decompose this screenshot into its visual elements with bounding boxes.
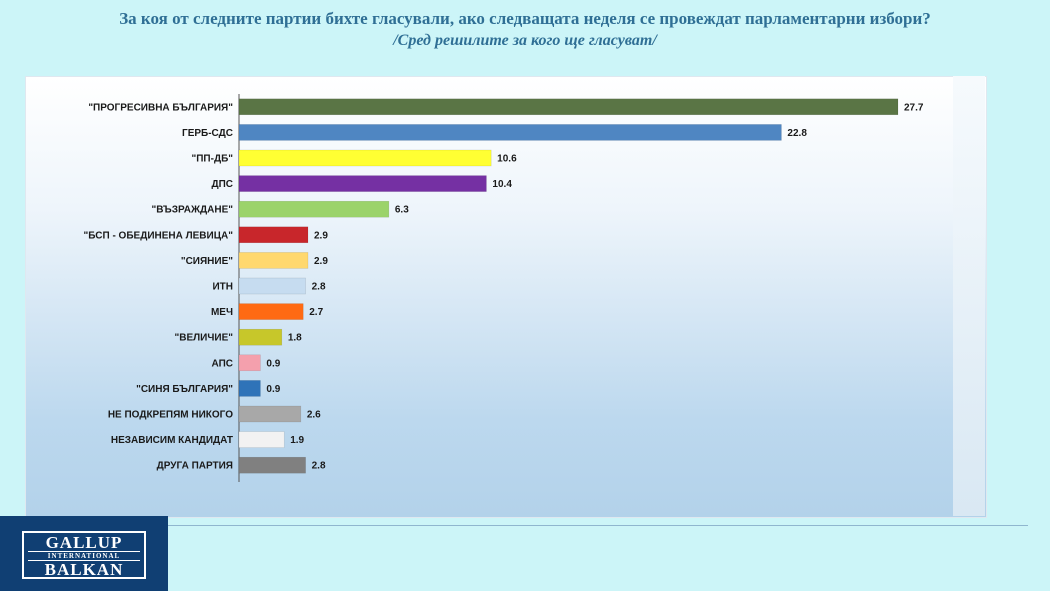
data-label: 6.3: [395, 205, 409, 216]
category-label: "ВЪЗРАЖДАНЕ": [152, 205, 234, 216]
bar: [238, 328, 283, 346]
bar: [238, 380, 261, 397]
data-label: 22.8: [787, 128, 807, 139]
bar: [238, 405, 302, 423]
panel-edge: [953, 76, 985, 516]
category-label: "ВЕЛИЧИЕ": [175, 333, 234, 344]
category-label: "БСП - ОБЕДИНЕНА ЛЕВИЦА": [83, 230, 233, 241]
data-label: 2.9: [314, 256, 328, 267]
category-label: ДПС: [211, 179, 233, 190]
category-label: ГЕРБ-СДС: [182, 128, 233, 139]
bar: [238, 277, 306, 295]
bar: [238, 200, 390, 218]
data-label: 10.4: [492, 179, 512, 190]
category-label: "ПП-ДБ": [192, 154, 234, 165]
data-label: 2.6: [307, 410, 321, 421]
chart-subtitle: /Сред решилите за кого ще гласуват/: [393, 32, 657, 49]
logo-text-balkan: BALKAN: [44, 560, 124, 579]
data-label: 2.8: [312, 282, 326, 293]
data-label: 0.9: [266, 384, 280, 395]
footer-divider: [168, 525, 1028, 526]
bar: [238, 98, 899, 116]
category-label: НЕ ПОДКРЕПЯМ НИКОГО: [108, 410, 233, 421]
category-label: АПС: [212, 358, 234, 369]
category-label: ИТН: [212, 282, 233, 293]
bar: [238, 252, 309, 269]
data-label: 0.9: [266, 358, 280, 369]
logo-text-international: INTERNATIONAL: [28, 551, 140, 561]
category-label: НЕЗАВИСИМ КАНДИДАТ: [111, 435, 233, 446]
data-label: 10.6: [497, 154, 517, 165]
category-label: ДРУГА ПАРТИЯ: [157, 461, 233, 472]
bar: [238, 456, 306, 474]
data-label: 2.9: [314, 230, 328, 241]
logo-frame: GALLUP INTERNATIONAL BALKAN: [22, 531, 146, 579]
data-label: 2.8: [312, 461, 326, 472]
bar: [238, 431, 285, 448]
data-label: 27.7: [904, 102, 924, 113]
category-label: "СИНЯ БЪЛГАРИЯ": [136, 384, 233, 395]
bar: [238, 124, 782, 141]
data-label: 1.8: [288, 333, 302, 344]
chart-panel: [25, 76, 987, 518]
data-label: 1.9: [290, 435, 304, 446]
bar: [238, 149, 492, 167]
bar: [238, 303, 304, 320]
bar: [238, 226, 309, 244]
chart-title: За коя от следните партии бихте гласувал…: [119, 9, 931, 28]
logo-text-gallup: GALLUP: [45, 533, 123, 552]
category-label: "СИЯНИЕ": [181, 256, 233, 267]
category-label: "ПРОГРЕСИВНА БЪЛГАРИЯ": [88, 102, 233, 113]
category-label: МЕЧ: [211, 307, 233, 318]
gallup-logo: GALLUP INTERNATIONAL BALKAN: [0, 516, 168, 591]
bar: [238, 354, 261, 372]
data-label: 2.7: [309, 307, 323, 318]
bar: [238, 175, 487, 192]
